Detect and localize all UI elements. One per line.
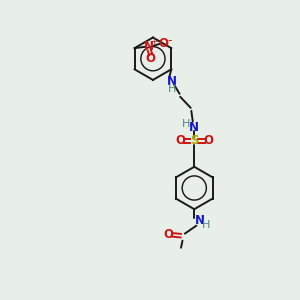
Text: O: O xyxy=(164,228,173,241)
Text: -: - xyxy=(167,34,172,47)
Text: O: O xyxy=(146,52,156,65)
Text: O: O xyxy=(203,134,213,147)
Text: O: O xyxy=(175,134,185,147)
Text: H: H xyxy=(182,119,190,129)
Text: N: N xyxy=(189,121,199,134)
Text: H: H xyxy=(168,84,176,94)
Text: O: O xyxy=(158,37,168,50)
Text: N: N xyxy=(195,214,205,227)
Text: N: N xyxy=(144,40,154,53)
Text: H: H xyxy=(202,220,210,230)
Text: S: S xyxy=(190,134,199,147)
Text: N: N xyxy=(167,76,177,88)
Text: +: + xyxy=(151,37,158,46)
